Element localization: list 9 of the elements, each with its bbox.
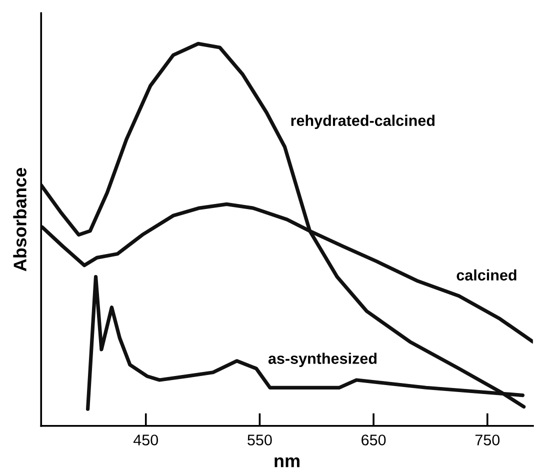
- series-label: calcined: [456, 269, 516, 281]
- y-axis-title: Absorbance: [13, 168, 26, 272]
- x-tick-label: 550: [248, 434, 272, 446]
- x-tick-label: 750: [475, 434, 500, 446]
- series-label: rehydrated-calcined: [291, 114, 434, 130]
- series-label: as-synthesized: [268, 352, 376, 367]
- x-tick-label: 650: [362, 434, 386, 446]
- x-tick-label: 450: [133, 434, 158, 446]
- x-axis-title: nm: [274, 457, 300, 468]
